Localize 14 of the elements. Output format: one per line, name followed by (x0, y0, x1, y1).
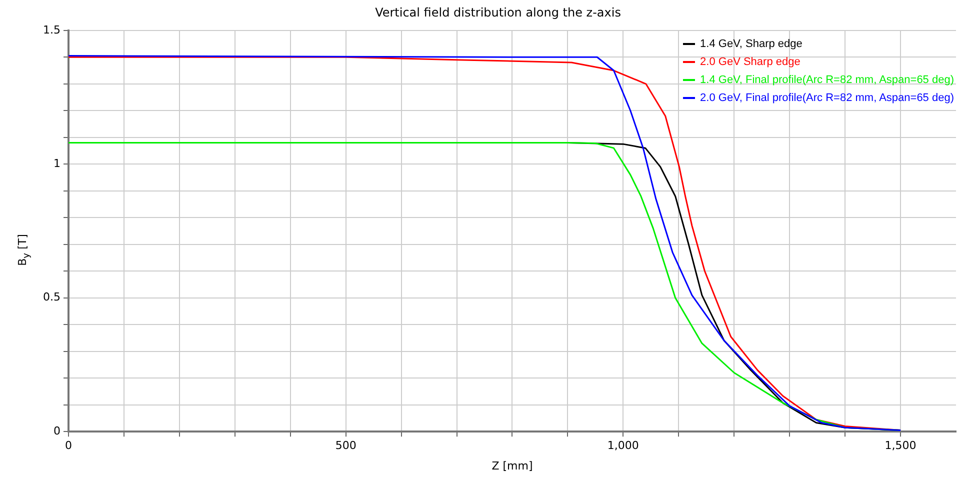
y-tick-label: 1 (53, 156, 60, 170)
y-tick-label: 0 (53, 424, 60, 438)
x-axis-title: Z [mm] (492, 459, 533, 472)
x-tick-label: 1,500 (884, 439, 916, 452)
legend-label: 1.4 GeV, Sharp edge (700, 37, 802, 52)
legend-label: 2.0 GeV, Final profile(Arc R=82 mm, Aspan=65 deg) (700, 91, 954, 106)
x-tick-label: 1,000 (607, 439, 639, 452)
x-tick-label: 500 (335, 439, 356, 452)
x-tick-label: 0 (64, 439, 72, 452)
chart-title: Vertical field distribution along the z-axis (375, 5, 621, 20)
legend-label: 1.4 GeV, Final profile(Arc R=82 mm, Aspan=65 deg) (700, 73, 954, 88)
legend-label: 2.0 GeV Sharp edge (700, 55, 800, 70)
y-tick-label: 1.5 (42, 23, 60, 36)
y-tick-label: 0.5 (42, 290, 60, 304)
